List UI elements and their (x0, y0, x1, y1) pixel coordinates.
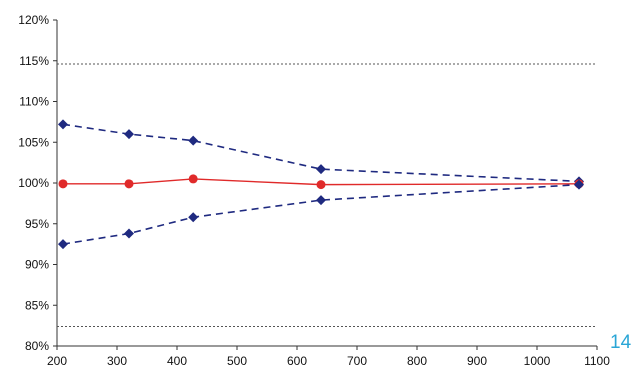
x-tick-label: 700 (347, 354, 367, 368)
y-tick-label: 95% (25, 217, 49, 231)
page-number: 14 (610, 332, 632, 353)
x-tick-label: 200 (47, 354, 67, 368)
data-point (188, 174, 198, 184)
series-2 (58, 174, 584, 190)
data-point (58, 239, 68, 250)
data-point (124, 179, 134, 189)
series-1 (58, 119, 584, 187)
data-point (574, 179, 584, 190)
y-tick-label: 100% (18, 176, 49, 190)
series-layer (58, 119, 584, 250)
x-tick-label: 500 (227, 354, 247, 368)
data-point (316, 195, 326, 206)
series-line (62, 183, 580, 245)
y-tick-label: 80% (25, 339, 49, 353)
series-3 (58, 179, 584, 250)
y-tick-label: 120% (18, 13, 49, 27)
y-tick-label: 110% (19, 95, 49, 109)
y-tick-label: 85% (25, 298, 49, 312)
y-tick-label: 115% (19, 54, 49, 68)
data-point (316, 164, 326, 175)
data-point (188, 135, 199, 146)
data-point (316, 180, 326, 190)
x-tick-label: 1100 (584, 354, 610, 368)
x-tick-label: 900 (467, 354, 487, 368)
reference-lines (57, 63, 597, 327)
x-tick-label: 400 (167, 354, 187, 368)
data-point (124, 129, 134, 140)
y-tick-label: 90% (25, 258, 49, 272)
data-point (188, 212, 199, 223)
x-tick-label: 1000 (524, 354, 551, 368)
y-tick-label: 105% (18, 135, 49, 149)
series-line (62, 123, 580, 183)
data-point (124, 228, 134, 239)
x-axis: 200 300 400 500 600 700 800 900 1000 1100 (47, 345, 610, 368)
x-tick-label: 800 (407, 354, 427, 368)
x-tick-label: 600 (287, 354, 307, 368)
data-point (58, 179, 68, 189)
data-point (58, 119, 68, 130)
y-axis: 80% 85% 90% 95% 100% 105% 110% 115% 120% (18, 13, 58, 353)
x-tick-label: 300 (107, 354, 127, 368)
